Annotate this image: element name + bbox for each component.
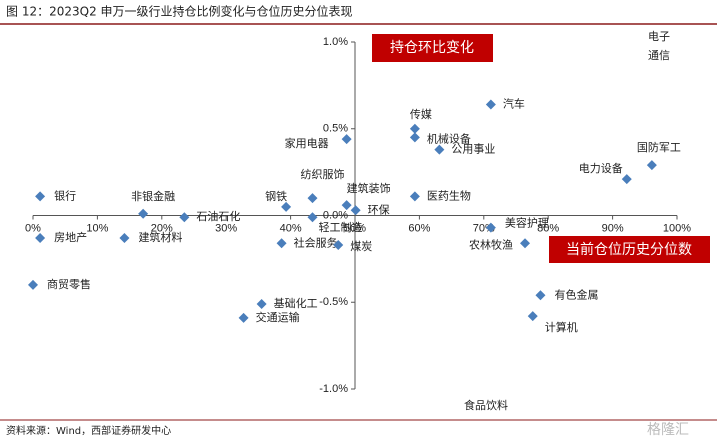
point [238, 312, 249, 323]
watermark: 格隆汇 [647, 422, 689, 438]
chart-title: 图 12：2023Q2 申万一级行业持仓比例变化与仓位历史分位表现 [6, 4, 353, 19]
point [307, 193, 318, 204]
point [256, 298, 267, 309]
point-label: 国防军工 [637, 140, 681, 154]
point-label: 电力设备 [579, 161, 623, 175]
point [119, 233, 130, 244]
point-label: 家用电器 [285, 136, 329, 150]
annotation: 通信 [648, 49, 670, 62]
point [485, 222, 496, 233]
x-tick-label: 50% [344, 222, 366, 234]
point [535, 290, 546, 301]
y-label-box [372, 34, 493, 62]
point [35, 233, 46, 244]
point-label: 建筑装饰 [347, 181, 391, 195]
point [179, 212, 190, 223]
point-label: 传媒 [410, 108, 432, 121]
point-label: 商贸零售 [47, 277, 91, 291]
point [28, 279, 38, 290]
point-label: 有色金属 [554, 287, 598, 301]
point-label: 公用事业 [451, 143, 495, 156]
point-label: 建筑材料 [138, 230, 182, 244]
point [520, 238, 531, 249]
point-label: 石油石化 [196, 209, 240, 223]
point-label: 社会服务 [294, 235, 338, 249]
x-tick-label: 90% [602, 222, 624, 234]
point-label: 美容护理 [505, 216, 549, 230]
point [409, 191, 420, 202]
y-axis-label: 持仓环比变化 [390, 40, 474, 56]
point-label: 煤炭 [350, 240, 372, 253]
point [621, 174, 632, 185]
x-tick-label: 60% [408, 222, 430, 234]
point-label: 轻工制造 [318, 220, 362, 234]
point-label: 计算机 [545, 320, 578, 334]
point-label: 房地产 [54, 230, 87, 244]
y-tick-label: 0.5% [323, 123, 348, 135]
x-label-box [549, 236, 710, 263]
point-label: 汽车 [503, 96, 525, 110]
point [485, 99, 496, 110]
y-tick-label: -0.5% [319, 296, 348, 308]
point [333, 239, 344, 250]
point-label: 钢铁 [265, 190, 287, 203]
point-label: 环保 [368, 202, 390, 216]
y-tick-label: -1.0% [319, 383, 348, 395]
point-label: 医药生物 [427, 188, 471, 202]
point-label: 农林牧渔 [469, 237, 513, 251]
point [341, 134, 352, 145]
point [350, 205, 361, 216]
point [409, 132, 420, 143]
x-tick-label: 80% [537, 222, 559, 234]
x-axis-label: 当前仓位历史分位数 [566, 241, 692, 258]
point-label: 基础化工 [274, 296, 318, 310]
x-tick-label: 0% [25, 222, 41, 234]
point [409, 123, 420, 134]
y-tick-label: 0.0% [323, 209, 348, 221]
point [281, 201, 292, 212]
point-label: 纺织服饰 [300, 167, 344, 181]
point [307, 212, 318, 223]
y-tick-label: 1.0% [323, 36, 348, 48]
point [527, 311, 538, 322]
x-tick-label: 100% [663, 222, 691, 234]
x-tick-label: 10% [86, 222, 108, 234]
point-label: 非银金融 [131, 189, 175, 203]
point-label: 机械设备 [427, 131, 471, 145]
point-label: 交通运输 [256, 310, 300, 324]
point [138, 208, 149, 219]
annotation: 电子 [648, 30, 670, 43]
x-tick-label: 20% [151, 222, 173, 234]
point-label: 银行 [54, 188, 76, 202]
source: 资料来源：Wind，西部证券研发中心 [6, 424, 171, 437]
point [434, 144, 445, 155]
point [646, 160, 657, 171]
point [341, 200, 352, 211]
annotation: 食品饮料 [464, 398, 508, 412]
point [276, 238, 287, 249]
point [35, 191, 46, 202]
x-tick-label: 40% [280, 222, 302, 234]
x-tick-label: 30% [215, 222, 237, 234]
